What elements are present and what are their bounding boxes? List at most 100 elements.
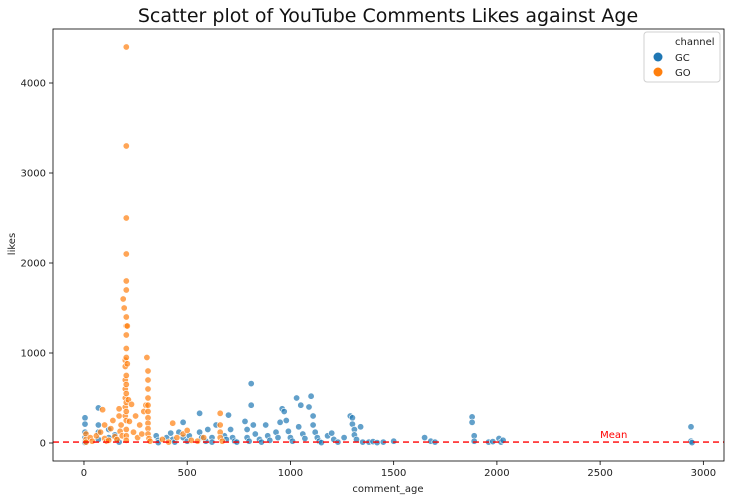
data-point-gc — [241, 417, 249, 425]
data-point-go — [122, 142, 130, 150]
x-tick-label: 1000 — [278, 468, 303, 479]
data-point-go — [122, 380, 130, 388]
data-point-go — [144, 385, 152, 393]
data-point-go — [109, 416, 117, 424]
x-tick-label: 2000 — [484, 468, 509, 479]
data-point-gc — [288, 437, 296, 445]
data-point-go — [143, 353, 151, 361]
y-tick-label: 2000 — [21, 259, 46, 270]
x-tick-label: 1500 — [381, 468, 406, 479]
data-point-go — [122, 331, 130, 339]
data-point-go — [119, 295, 127, 303]
plot-background — [53, 29, 724, 461]
data-point-go — [122, 425, 130, 433]
data-point-go — [97, 428, 105, 436]
data-point-go — [115, 405, 123, 413]
data-point-go — [169, 419, 177, 427]
data-point-go — [136, 421, 144, 429]
data-point-gc — [81, 420, 89, 428]
data-point-go — [218, 437, 226, 445]
data-point-gc — [81, 414, 89, 422]
data-point-gc — [305, 403, 313, 411]
legend: channel GC GO — [643, 31, 721, 83]
chart-title: Scatter plot of YouTube Comments Likes a… — [138, 5, 638, 27]
data-point-gc — [390, 437, 398, 445]
data-point-go — [200, 434, 208, 442]
data-point-gc — [470, 437, 478, 445]
data-point-gc — [468, 418, 476, 426]
data-point-gc — [282, 416, 290, 424]
data-point-go — [117, 421, 125, 429]
data-point-gc — [247, 401, 255, 409]
data-point-go — [216, 409, 224, 417]
data-point-go — [123, 360, 131, 368]
data-point-gc — [687, 423, 695, 431]
data-point-gc — [251, 430, 259, 438]
plot-frame — [52, 28, 725, 462]
data-point-gc — [309, 421, 317, 429]
legend-label-go: GO — [675, 68, 691, 79]
data-point-gc — [293, 394, 301, 402]
data-point-gc — [245, 437, 253, 445]
data-point-go — [138, 430, 146, 438]
data-point-go — [101, 421, 109, 429]
y-tick-label: 0 — [40, 439, 46, 450]
data-point-gc — [340, 434, 348, 442]
y-tick-label: 3000 — [21, 169, 46, 180]
data-point-gc — [301, 434, 309, 442]
data-point-gc — [94, 421, 102, 429]
data-point-go — [216, 421, 224, 429]
data-point-go — [146, 437, 154, 445]
data-point-gc — [262, 421, 270, 429]
data-point-go — [122, 353, 130, 361]
data-point-go — [183, 426, 191, 434]
data-point-go — [144, 401, 152, 409]
data-point-gc — [309, 412, 317, 420]
data-point-go — [122, 313, 130, 321]
x-tick-label: 0 — [81, 468, 87, 479]
data-point-gc — [167, 429, 175, 437]
data-point-gc — [276, 418, 284, 426]
data-point-go — [122, 214, 130, 222]
data-point-go — [144, 367, 152, 375]
data-point-go — [125, 417, 133, 425]
series-go — [82, 43, 226, 446]
data-point-go — [88, 437, 96, 445]
data-point-go — [120, 304, 128, 312]
data-point-gc — [307, 392, 315, 400]
data-point-go — [122, 371, 130, 379]
data-point-go — [122, 344, 130, 352]
data-point-go — [107, 425, 115, 433]
mean-label: Mean — [600, 430, 627, 441]
data-point-gc — [284, 427, 292, 435]
data-point-gc — [348, 414, 356, 422]
data-point-go — [123, 322, 131, 330]
data-point-gc — [179, 418, 187, 426]
y-tick-label: 4000 — [21, 79, 46, 90]
legend-box — [643, 31, 721, 83]
data-point-go — [128, 400, 136, 408]
data-point-go — [122, 250, 130, 258]
data-point-go — [115, 412, 123, 420]
y-axis-label: likes — [7, 233, 18, 255]
legend-title: channel — [675, 37, 715, 48]
data-point-go — [99, 406, 107, 414]
data-point-go — [173, 434, 181, 442]
data-point-gc — [421, 434, 429, 442]
data-point-gc — [274, 434, 282, 442]
data-point-gc — [225, 411, 233, 419]
data-point-go — [144, 376, 152, 384]
data-point-go — [144, 407, 152, 415]
x-tick-label: 3000 — [691, 468, 716, 479]
data-point-go — [122, 277, 130, 285]
data-point-go — [122, 407, 130, 415]
x-axis-label: comment_age — [352, 484, 423, 495]
data-point-gc — [196, 409, 204, 417]
data-point-gc — [357, 423, 365, 431]
data-point-gc — [328, 429, 336, 437]
data-point-gc — [247, 380, 255, 388]
data-point-gc — [204, 425, 212, 433]
points-layer — [81, 43, 696, 447]
data-point-go — [130, 428, 138, 436]
